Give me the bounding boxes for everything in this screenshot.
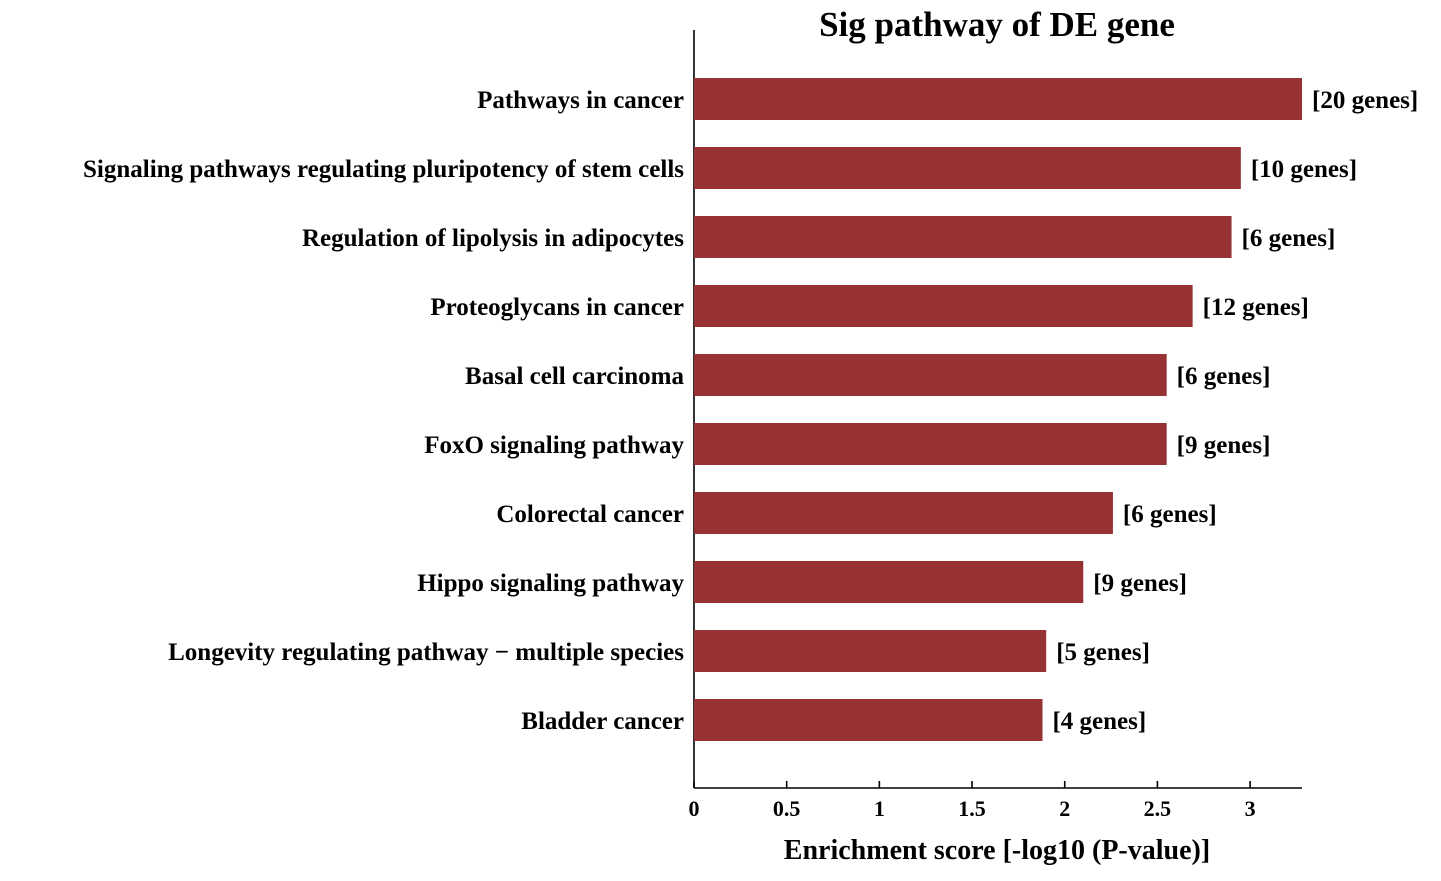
x-axis-title: Enrichment score [-log10 (P-value)] (784, 835, 1210, 866)
data-labels-group: [20 genes] [10 genes] [6 genes] [12 genes] [… (1052, 87, 1418, 735)
data-label-2: [10 genes] (1251, 156, 1357, 183)
bars-group (694, 78, 1302, 741)
bar-6 (694, 423, 1167, 465)
bar-10 (694, 699, 1043, 741)
category-label-3: Regulation of lipolysis in adipocytes (302, 225, 684, 252)
x-tick-label-1: 0 (689, 796, 700, 821)
bar-9 (694, 630, 1047, 672)
data-label-7: [6 genes] (1123, 501, 1217, 528)
x-tick-label-2: 0.5 (773, 796, 801, 821)
bar-7 (694, 492, 1113, 534)
bar-8 (694, 561, 1084, 603)
x-tick-label-4: 1.5 (958, 796, 986, 821)
category-label-6: FoxO signaling pathway (424, 432, 684, 459)
category-label-4: Proteoglycans in cancer (430, 294, 684, 321)
category-label-10: Bladder cancer (521, 708, 684, 735)
bar-1 (694, 78, 1302, 120)
data-label-4: [12 genes] (1203, 294, 1309, 321)
category-labels-group: Pathways in cancer Signaling pathways reg… (83, 87, 684, 735)
data-label-10: [4 genes] (1052, 708, 1146, 735)
category-label-5: Basal cell carcinoma (465, 363, 684, 390)
data-label-5: [6 genes] (1177, 363, 1271, 390)
data-label-3: [6 genes] (1242, 225, 1336, 252)
data-label-8: [9 genes] (1093, 570, 1187, 597)
x-tick-label-6: 2.5 (1144, 796, 1172, 821)
x-tick-label-5: 2 (1059, 796, 1070, 821)
x-tick-label-3: 1 (874, 796, 885, 821)
data-label-9: [5 genes] (1056, 639, 1150, 666)
data-label-6: [9 genes] (1177, 432, 1271, 459)
bar-4 (694, 285, 1193, 327)
data-label-1: [20 genes] (1312, 87, 1418, 114)
bar-2 (694, 147, 1241, 189)
category-label-2: Signaling pathways regulating pluripoten… (83, 156, 684, 183)
category-label-7: Colorectal cancer (496, 501, 684, 528)
category-label-1: Pathways in cancer (477, 87, 684, 114)
x-ticks-group: 0 0.5 1 1.5 2 2.5 3 (689, 781, 1256, 821)
category-label-8: Hippo signaling pathway (417, 570, 684, 597)
chart-title: Sig pathway of DE gene (819, 5, 1175, 44)
bar-5 (694, 354, 1167, 396)
category-label-9: Longevity regulating pathway − multiple … (168, 639, 684, 666)
x-tick-label-7: 3 (1245, 796, 1256, 821)
bar-3 (694, 216, 1232, 258)
